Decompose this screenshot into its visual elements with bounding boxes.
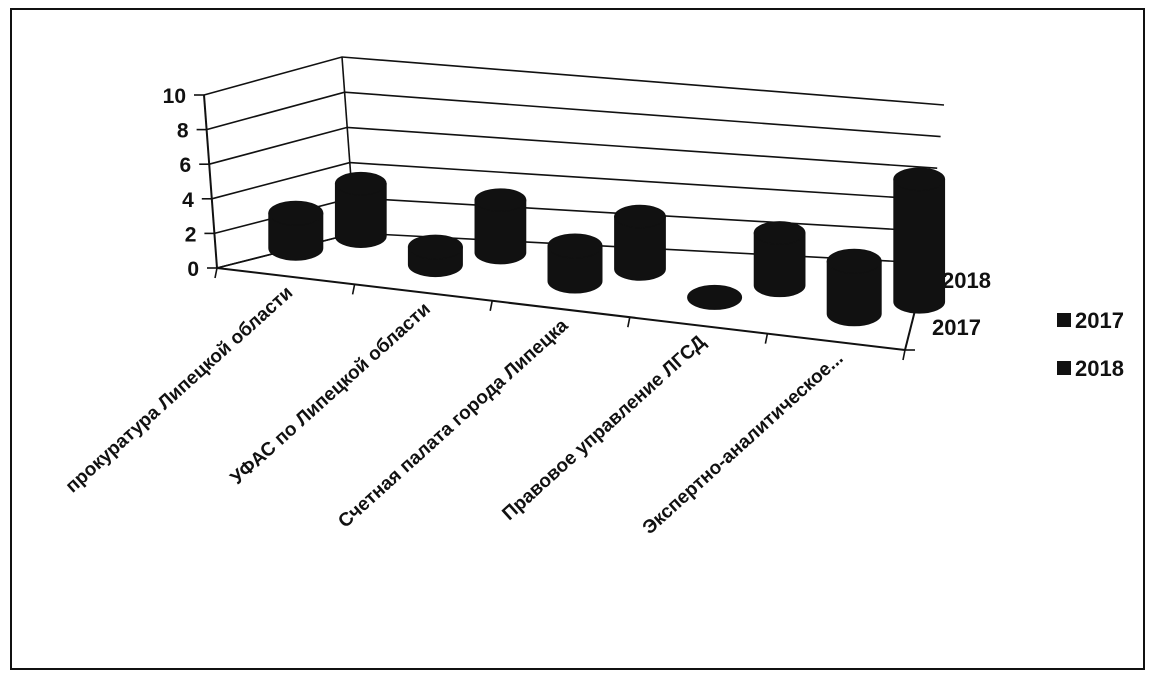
x-axis-line	[216, 267, 906, 351]
bar-body	[547, 245, 603, 294]
gridline	[203, 56, 945, 106]
bar-top	[547, 233, 603, 259]
gridline	[206, 91, 941, 138]
depth-tick-label: 2017	[932, 315, 981, 340]
cylinder-2018-2	[614, 204, 666, 281]
gridline	[208, 126, 938, 169]
bar-body	[268, 212, 324, 261]
bar-top	[334, 171, 387, 196]
bar-body	[753, 232, 806, 298]
y-tick-label: 2	[185, 223, 197, 246]
cylinder-2017-0	[268, 200, 324, 261]
gridline	[211, 161, 934, 201]
y-tick-label: 4	[182, 189, 194, 212]
legend-label: 2018	[1075, 356, 1124, 381]
cylinder-2018-3	[753, 221, 806, 298]
cylinder-2017-1	[407, 234, 463, 278]
bar-body	[826, 260, 882, 327]
cylinder-2017-3	[687, 284, 743, 310]
x-tick-mark	[351, 284, 356, 295]
bar-top	[826, 248, 882, 274]
bar-top	[614, 204, 666, 229]
legend-label: 2017	[1075, 308, 1124, 333]
y-tick-label: 6	[180, 154, 192, 177]
legend: 2017 2018	[1057, 308, 1124, 381]
cylinder-2017-2	[547, 233, 603, 294]
bar-body	[614, 216, 666, 281]
x-tick-mark	[764, 333, 769, 344]
y-axis-line	[203, 94, 218, 269]
bar-top	[474, 188, 527, 212]
chart-frame: 0 2 4 6 8 10 прокуратура Липецкой области УФАС …	[10, 8, 1145, 670]
depth-tick-label: 2018	[942, 268, 991, 293]
bar-body	[474, 199, 527, 265]
cylinder-2018-0	[334, 171, 387, 248]
cylinder-2018-1	[474, 188, 527, 265]
bar-top	[687, 284, 743, 310]
bar-top	[268, 200, 324, 226]
x-tick-mark	[902, 349, 906, 361]
x-tick-mark	[214, 267, 218, 279]
cylinder-2017-4	[826, 248, 882, 327]
bar-body	[334, 183, 387, 248]
bar-top	[893, 167, 946, 192]
bar-top	[753, 221, 806, 245]
legend-swatch	[1057, 361, 1071, 375]
bars-group	[268, 167, 946, 327]
bar-top	[407, 234, 463, 260]
x-tick-mark	[627, 317, 631, 328]
y-tick-label: 0	[187, 258, 199, 281]
cylinder-2018-4	[893, 167, 946, 314]
y-tick-label: 8	[177, 120, 189, 143]
legend-swatch	[1057, 313, 1071, 327]
bar-body	[893, 178, 946, 314]
x-tick-mark	[489, 300, 493, 311]
y-tick-label: 10	[163, 85, 186, 108]
